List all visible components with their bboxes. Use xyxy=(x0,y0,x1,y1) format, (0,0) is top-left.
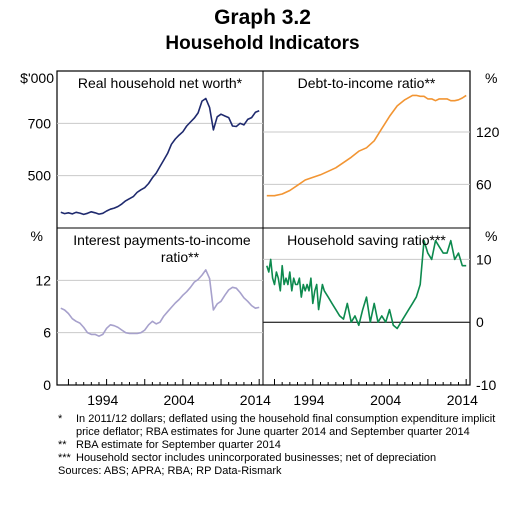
footnote-mark: * xyxy=(58,413,63,425)
graph-number: Graph 3.2 xyxy=(214,6,311,29)
y-tick-label: 6 xyxy=(43,325,51,341)
footnote: * In 2011/12 dollars; deflated using the… xyxy=(58,413,518,439)
graph-title: Household Indicators xyxy=(165,33,360,54)
x-tick-label: 2004 xyxy=(370,392,401,408)
series-line-3 xyxy=(60,269,260,338)
panel-title: Household saving ratio*** xyxy=(287,232,446,248)
footnote-mark: ** xyxy=(58,439,67,451)
series-layer xyxy=(60,94,467,338)
panel-title-cont: ratio** xyxy=(161,249,200,265)
series-line-4 xyxy=(266,239,467,330)
sources: Sources: ABS; APRA; RBA; RP Data-Rismark xyxy=(58,465,282,477)
footnote-text: In 2011/12 dollars; deflated using the h… xyxy=(76,413,496,438)
footnote-mark: *** xyxy=(58,452,71,464)
footnote: ** RBA estimate for September quarter 20… xyxy=(58,439,518,452)
y-tick-label: -10 xyxy=(476,377,496,393)
y-tick-label: 120 xyxy=(476,124,500,140)
panel-title: Interest payments-to-income xyxy=(73,232,251,248)
footnote: *** Household sector includes unincorpor… xyxy=(58,452,518,465)
unit-label-bottom-left: % xyxy=(31,228,43,244)
y-tick-label: 60 xyxy=(476,176,492,192)
x-tick-label: 2014 xyxy=(447,392,478,408)
unit-label-bottom-right: % xyxy=(485,228,497,244)
unit-label-top-right: % xyxy=(485,70,497,86)
y-tick-label: 0 xyxy=(43,377,51,393)
y-tick-label: 700 xyxy=(28,115,52,131)
x-tick-label: 2004 xyxy=(163,392,194,408)
footnote-text: RBA estimate for September quarter 2014 xyxy=(76,439,281,451)
y-tick-label: 0 xyxy=(476,314,484,330)
footnote-text: Household sector includes unincorporated… xyxy=(76,452,437,464)
panel-title: Debt-to-income ratio** xyxy=(298,75,436,91)
x-tick-label: 2014 xyxy=(240,392,271,408)
y-tick-label: 10 xyxy=(476,251,492,267)
footnotes: * In 2011/12 dollars; deflated using the… xyxy=(58,413,518,478)
y-tick-label: 500 xyxy=(28,168,52,184)
unit-label-top-left: $'000 xyxy=(20,70,54,86)
x-tick-label: 1994 xyxy=(87,392,118,408)
series-line-1 xyxy=(60,97,260,216)
panel-title: Real household net worth* xyxy=(78,75,243,91)
series-line-2 xyxy=(266,94,467,197)
x-tick-label: 1994 xyxy=(293,392,324,408)
y-tick-label: 12 xyxy=(35,272,51,288)
grid-layer xyxy=(57,122,470,385)
